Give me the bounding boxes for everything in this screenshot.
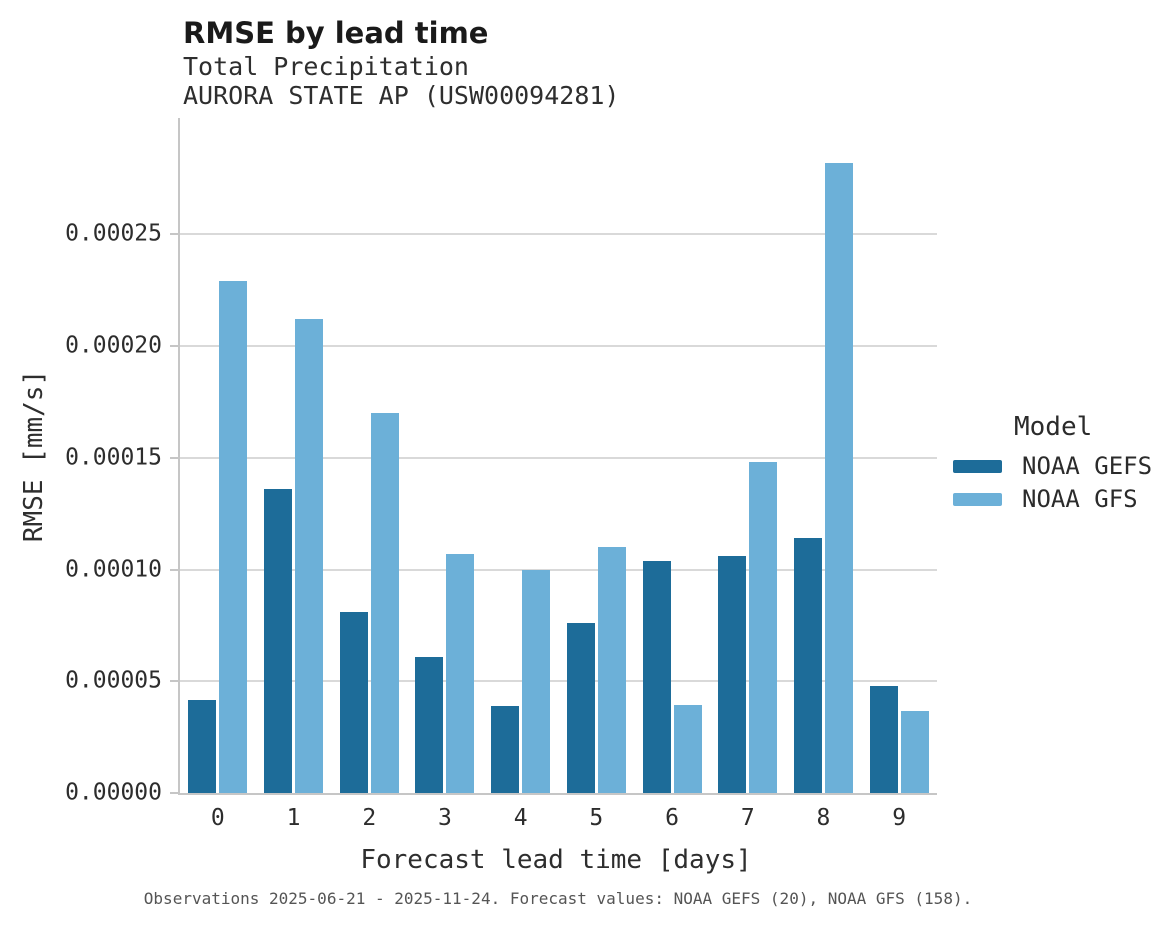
chart-subtitle: Total Precipitation [183, 52, 469, 81]
x-tick-label: 4 [513, 805, 528, 831]
footnote: Observations 2025-06-21 - 2025-11-24. Fo… [143, 889, 973, 908]
legend-label-gfs: NOAA GFS [1022, 485, 1138, 513]
legend-item-noaa-gefs: NOAA GEFS [953, 454, 1152, 478]
x-tick-label: 8 [816, 805, 831, 831]
bar-group-lead-5: 5 [559, 118, 635, 830]
gridline [180, 568, 937, 571]
chart-title: RMSE by lead time [183, 16, 489, 50]
y-tick-label: 0.00005 [65, 667, 162, 694]
y-tick-label: 0.00010 [65, 556, 162, 582]
bar-group-lead-8: 8 [786, 118, 862, 830]
y-tick-mark [170, 233, 178, 236]
legend-title: Model [1014, 412, 1093, 442]
bar-noaa-gefs-lead-6 [642, 560, 671, 793]
bar-noaa-gfs-lead-8 [824, 162, 853, 793]
bar-noaa-gfs-lead-2 [370, 413, 399, 793]
gridline [180, 680, 937, 683]
x-tick-label: 5 [589, 805, 604, 831]
y-tick-mark [170, 568, 178, 571]
bar-noaa-gefs-lead-1 [264, 489, 293, 793]
gridline [180, 233, 937, 236]
bar-group-lead-9: 9 [861, 118, 937, 830]
y-tick-label: 0.00020 [65, 332, 162, 359]
bar-group-lead-7: 7 [710, 118, 786, 830]
y-tick-label: 0.00025 [65, 220, 162, 247]
x-tick-label: 6 [665, 805, 679, 831]
legend-item-noaa-gfs: NOAA GFS [953, 487, 1152, 511]
bars-container: 0 1 2 3 4 5 6 7 8 9 [180, 118, 937, 830]
bar-noaa-gefs-lead-8 [793, 538, 822, 793]
bar-noaa-gfs-lead-4 [522, 569, 551, 793]
bar-noaa-gefs-lead-3 [415, 657, 444, 793]
bar-noaa-gfs-lead-9 [900, 711, 929, 793]
y-tick-mark [170, 792, 178, 794]
x-axis-label: Forecast lead time [days] [360, 845, 752, 875]
bar-noaa-gfs-lead-0 [219, 281, 248, 793]
bar-group-lead-3: 3 [407, 118, 483, 830]
y-tick-mark [170, 680, 178, 683]
gridline [180, 456, 937, 459]
bar-noaa-gfs-lead-5 [597, 547, 626, 793]
bar-noaa-gefs-lead-9 [869, 685, 898, 793]
y-tick-mark [170, 344, 178, 347]
x-tick-label: 3 [438, 805, 452, 831]
bar-noaa-gefs-lead-7 [718, 556, 747, 793]
y-tick-label: 0.00000 [65, 779, 162, 806]
legend-swatch-gefs [953, 459, 1002, 473]
x-tick-label: 7 [740, 805, 755, 831]
bar-noaa-gfs-lead-3 [446, 553, 475, 793]
x-tick-label: 1 [286, 805, 301, 831]
legend-label-gefs: NOAA GEFS [1022, 452, 1153, 480]
bar-group-lead-0: 0 [180, 118, 256, 830]
bar-noaa-gefs-lead-4 [491, 706, 520, 793]
bar-group-lead-4: 4 [483, 118, 559, 830]
legend: Model NOAA GEFS NOAA GFS [953, 412, 1152, 520]
x-tick-label: 2 [362, 805, 377, 831]
chart-station-subtitle: AURORA STATE AP (USW00094281) [183, 81, 620, 110]
y-axis-label: RMSE [mm/s] [19, 369, 49, 543]
y-tick-label: 0.00015 [65, 444, 162, 471]
bar-noaa-gefs-lead-5 [566, 623, 595, 793]
plot-area: 0.00000 0.00005 0.00010 0.00015 0.00020 0.000… [65, 118, 937, 830]
bar-noaa-gefs-lead-2 [339, 612, 368, 793]
x-tick-label: 9 [892, 805, 907, 831]
bar-noaa-gefs-lead-0 [188, 700, 217, 793]
bar-group-lead-2: 2 [331, 118, 407, 830]
bar-noaa-gfs-lead-7 [749, 462, 778, 793]
bar-noaa-gfs-lead-1 [295, 319, 324, 793]
gridline [180, 344, 937, 347]
legend-swatch-gfs [953, 492, 1002, 506]
x-tick-label: 0 [210, 805, 225, 831]
bar-noaa-gfs-lead-6 [673, 705, 702, 793]
bar-group-lead-1: 1 [256, 118, 332, 830]
y-tick-mark [170, 456, 178, 459]
bar-group-lead-6: 6 [634, 118, 710, 830]
